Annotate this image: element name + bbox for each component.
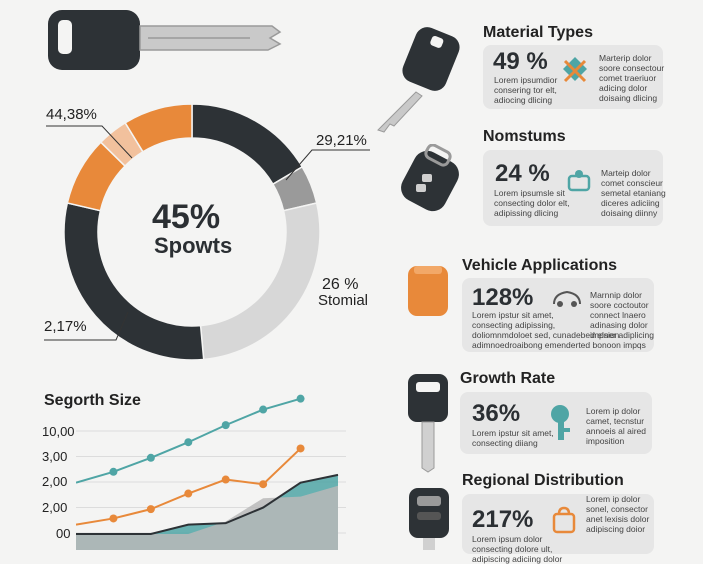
y-tick-label: 00 [56,526,71,541]
card-side-text: Lorem ip dolor camet, tecnstur annoeis a… [586,406,647,446]
card-body-text: Lorem ipsum dolor consecting dolore ult,… [472,534,563,564]
callout-right-label: Stomial [318,292,369,309]
data-point [296,444,305,453]
data-point [221,421,230,430]
data-point [146,453,155,462]
callout-line-top-left [46,125,133,159]
shopping-bag-icon [552,506,576,534]
card-percent: 217% [472,506,534,533]
data-point [146,505,155,514]
callout-right-value: 26 % [322,276,359,293]
data-point [221,475,230,484]
donut-center-label: Spowts [154,233,233,258]
card-percent: 24 % [495,160,550,187]
data-point [184,489,193,498]
card-title-nomstums: Nomstums [483,128,566,145]
data-point [109,467,118,476]
card-body-text: Lorem ipsumsle sit consecting dolor elt,… [494,188,570,218]
card-title-material-types: Material Types [483,24,593,41]
orange-fob-icon [408,266,448,316]
card-body-text: Lorem ipstur sit amet, consecting diiang [472,428,554,448]
card-side-text: Marterip dolor soore consectour comet tr… [599,53,665,103]
callout-line-bottom-left [44,311,129,341]
card-side-text: Marnnip dolor soore coctoutor connect ln… [590,290,649,340]
card-percent: 49 % [493,48,548,75]
donut-slice [124,103,193,153]
callout-top-left: 44,38% [46,106,97,123]
remote-key-icon [408,374,448,473]
car-icon [553,290,581,307]
data-point [184,438,193,447]
donut-center-value: 45% [152,198,221,236]
y-tick-label: 10,00 [42,424,75,439]
card-title-vehicle-applications: Vehicle Applications [462,257,618,274]
car-key-icon [48,10,282,70]
data-point [296,394,305,403]
callout-line-top-right [285,149,370,181]
tag-icon [563,57,587,83]
flip-key-icon [377,27,460,133]
card-body-text: Lorem ipstur sit amet, consecting adipis… [472,310,654,350]
line-chart [76,394,346,550]
data-point [259,480,268,489]
stat-card: 24 % Lorem ipsumsle sit consecting dolor… [483,150,666,226]
stat-card: 128% Lorem ipstur sit amet, consecting a… [462,278,654,352]
data-point [259,405,268,414]
line-chart-title: Segorth Size [44,392,141,409]
stat-card: 36% Lorem ipstur sit amet, consecting di… [460,392,652,454]
card-percent: 128% [472,284,534,311]
y-tick-label: 2,00 [42,500,68,515]
donut-chart [63,103,321,361]
key-icon [551,405,570,440]
data-point [109,514,118,523]
stat-card: 49 % Lorem ipsumdior consering tor elt, … [483,45,665,109]
key-fob-icon [401,144,459,212]
callout-bottom-left: 2,17% [44,318,87,335]
y-tick-label: 3,00 [42,449,68,464]
card-side-text: Marteip dolor comet conscieur semetal et… [601,168,666,218]
remote-key-icon [409,488,449,550]
card-title-regional-distribution: Regional Distribution [462,472,624,489]
hand-key-icon [567,170,591,192]
card-percent: 36% [472,400,521,427]
card-side-text: Lorem ip dolor sonel, consector anet lex… [586,494,650,534]
card-title-growth-rate: Growth Rate [460,370,556,387]
area-outline [76,473,339,535]
card-body-text: Lorem ipsumdior consering tor elt, adioc… [494,75,558,105]
y-tick-label: 2,00 [42,474,68,489]
stat-card: 217% Lorem ipsum dolor consecting dolore… [462,494,654,564]
callout-top-right: 29,21% [316,132,367,149]
